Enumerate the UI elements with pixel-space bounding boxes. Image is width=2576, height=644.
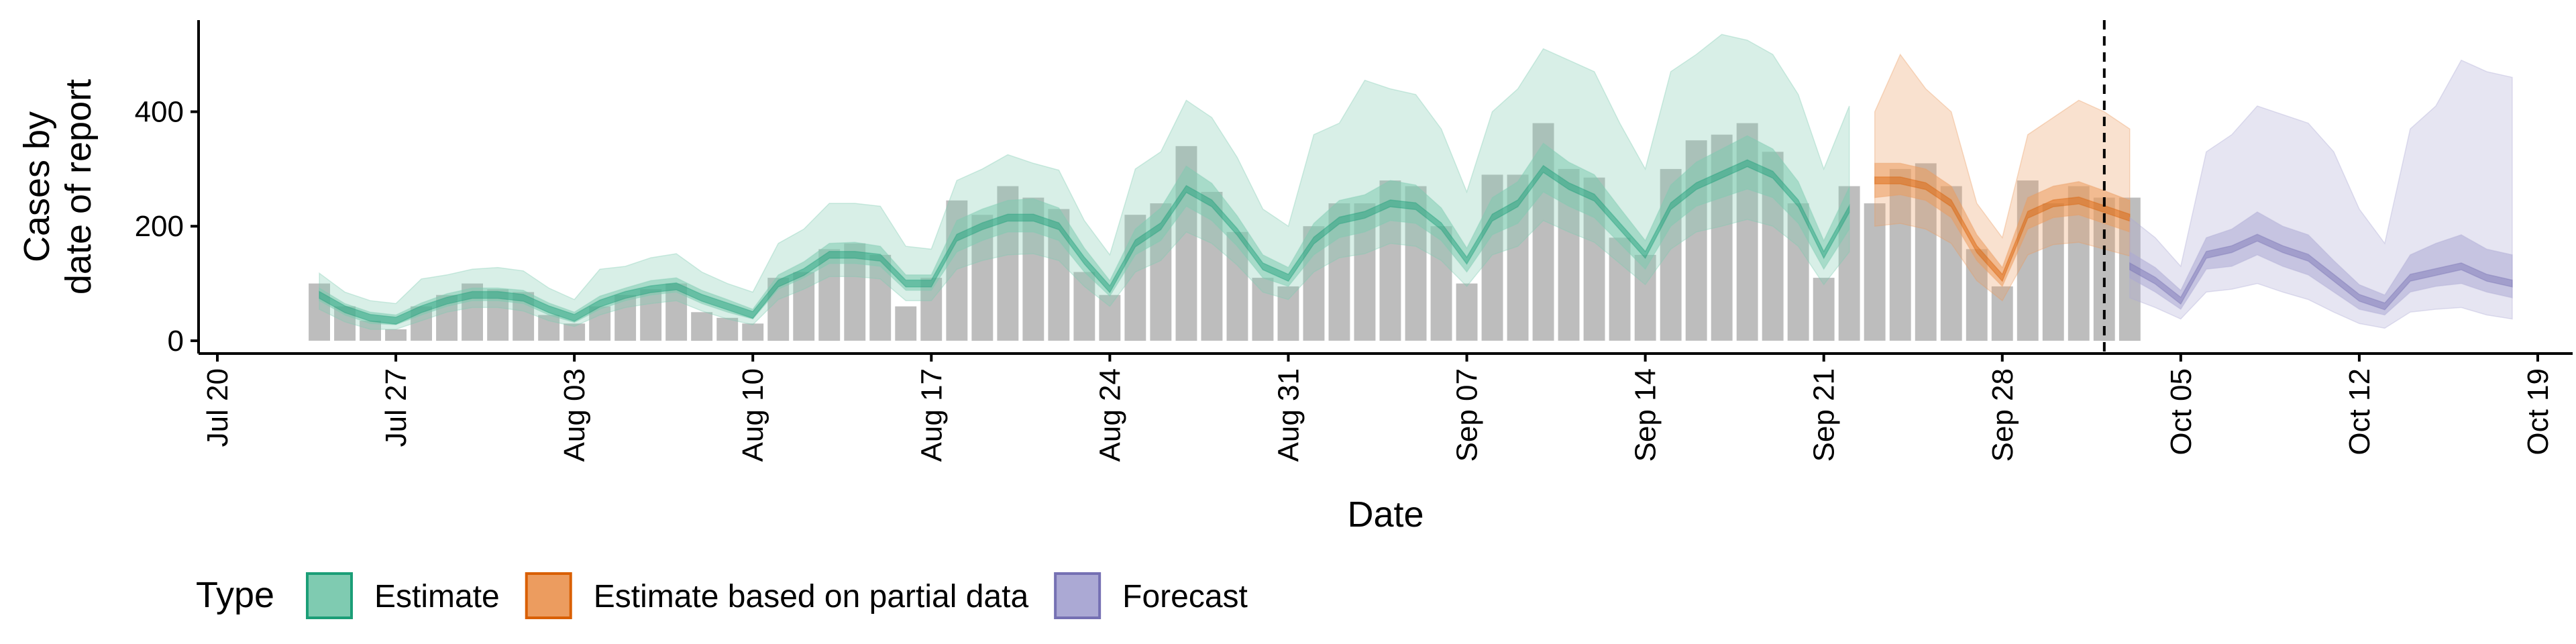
legend-swatch	[1054, 572, 1102, 619]
reported-cases-bar	[385, 329, 407, 341]
x-tick-label: Sep 14	[1629, 368, 1662, 462]
y-axis-title-line: Cases by	[17, 111, 57, 262]
estimate-inner-band	[319, 135, 1850, 325]
legend-title: Type	[196, 575, 274, 615]
legend-label: Forecast	[1122, 579, 1248, 614]
reported-cases-bar	[1073, 272, 1095, 341]
legend-entry: Forecast	[1054, 572, 1248, 619]
forecast-inner-band	[2129, 211, 2513, 316]
reported-cases-bar	[564, 323, 586, 341]
reported-cases-bar	[360, 321, 381, 341]
reported-cases-bar	[1634, 254, 1656, 341]
y-axis-title-line: date of report	[58, 79, 99, 294]
x-tick-label: Sep 28	[1986, 368, 2019, 462]
legend: Type Estimate Estimate based on partial da…	[196, 572, 1248, 619]
reported-cases-bar	[895, 306, 917, 341]
estimate-based-on-partial-data-inner-band	[1874, 162, 2131, 288]
x-tick-label: Aug 03	[558, 368, 591, 462]
y-tick-label: 0	[168, 325, 184, 358]
x-tick-label: Aug 31	[1272, 368, 1305, 462]
legend-swatch	[525, 572, 572, 619]
estimate-median-band	[319, 159, 1850, 325]
x-tick-label: Jul 20	[201, 368, 234, 447]
reported-cases-bar	[640, 289, 662, 341]
reported-cases-bar	[538, 315, 560, 341]
x-tick-label: Sep 07	[1451, 368, 1484, 462]
x-tick-label: Jul 27	[380, 368, 413, 447]
x-tick-label: Sep 21	[1808, 368, 1841, 462]
reported-cases-bar	[793, 272, 815, 341]
x-tick-label: Aug 17	[915, 368, 948, 462]
reported-cases-bar	[1277, 286, 1299, 341]
reported-cases-bar	[2042, 203, 2064, 341]
y-axis-title: Cases bydate of report	[17, 79, 99, 294]
reported-cases-bar	[716, 317, 739, 341]
legend-label: Estimate	[374, 579, 500, 614]
reported-cases-bar	[1889, 168, 1911, 341]
reported-cases-bar	[742, 323, 764, 341]
reported-cases-bar	[1456, 283, 1478, 341]
reported-cases-bar	[1864, 203, 1886, 341]
y-tick-label: 200	[135, 210, 184, 243]
legend-swatch	[306, 572, 353, 619]
reported-cases-bar	[1813, 278, 1835, 341]
reported-cases-bar	[1252, 278, 1274, 341]
legend-entry: Estimate based on partial data	[525, 572, 1029, 619]
x-tick-label: Oct 19	[2522, 368, 2555, 455]
x-tick-label: Oct 12	[2343, 368, 2376, 455]
x-tick-label: Aug 10	[737, 368, 769, 462]
legend-label: Estimate based on partial data	[594, 579, 1029, 614]
reported-cases-bar	[1991, 286, 2013, 341]
forecast-median-band	[2129, 233, 2513, 311]
estimate-ribbons	[319, 34, 2513, 330]
estimate-based-on-partial-data-median-band	[1874, 176, 2131, 282]
x-tick-label: Aug 24	[1093, 368, 1126, 462]
x-axis-title: Date	[1347, 494, 1424, 535]
reported-cases-bar	[691, 312, 713, 341]
reported-cases-bar	[1099, 294, 1121, 341]
reported-cases-bar	[1609, 237, 1631, 341]
y-tick-label: 400	[135, 96, 184, 129]
legend-entry: Estimate	[306, 572, 500, 619]
axes: 0 200 400 Jul 20 Jul 27 Aug 03 Aug 10 Aug 17 Aug…	[135, 20, 2573, 462]
x-tick-label: Oct 05	[2165, 368, 2198, 455]
